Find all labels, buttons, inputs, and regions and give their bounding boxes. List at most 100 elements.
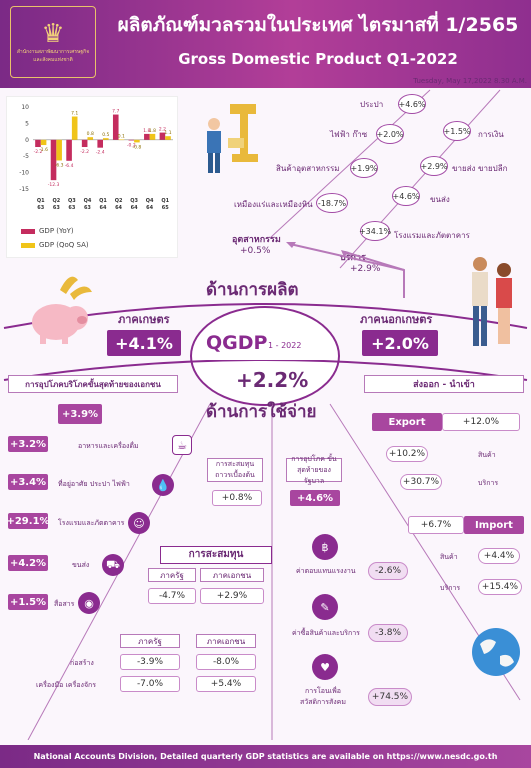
legend-yoy-swatch — [21, 228, 35, 234]
detail-private-label: ภาคเอกชน — [196, 634, 256, 648]
sector-manufacturing-value: +1.9% — [350, 158, 378, 178]
sector-trade-label: ขายส่ง ขายปลีก — [452, 164, 508, 173]
bar-yoy-8 — [159, 132, 166, 140]
gov-compensation-label: ค่าตอบแทนแรงงาน — [296, 567, 356, 575]
private-hotels-label: โรงแรมและภัตตาคาร — [58, 519, 125, 527]
bar-qoq-3 — [87, 137, 94, 140]
sector-water-label: ประปา — [360, 100, 384, 109]
agriculture-label: ภาคเกษตร — [118, 313, 170, 326]
industry-label: อุตสาหกรรม — [232, 235, 281, 245]
bar-qoq-0 — [40, 139, 47, 146]
investment-value: +0.8% — [212, 490, 262, 506]
capital-public-label: ภาครัฐ — [148, 568, 196, 582]
sector-mining-value: -18.7% — [316, 193, 348, 213]
capital-private-label: ภาคเอกชน — [200, 568, 264, 582]
qgdp-circle — [190, 306, 340, 406]
x-tick-top-8: Q1 — [161, 198, 169, 204]
x-tick-bottom-1: 63 — [53, 205, 60, 211]
legend-qoq-label: GDP (QoQ SA) — [39, 241, 89, 249]
import-services-value: +15.4% — [478, 579, 522, 595]
x-tick-bottom-2: 63 — [68, 205, 75, 211]
label-yoy-4: -2.4 — [96, 150, 105, 156]
gov-purchases-label: ค่าซื้อสินค้าและบริการ — [292, 629, 360, 637]
bar-yoy-0 — [35, 139, 41, 148]
label-yoy-0: -2.2 — [34, 149, 43, 155]
construction-label: ก่อสร้าง — [70, 659, 94, 667]
gov-transfers-value: +74.5% — [368, 688, 412, 706]
gdp-chart-svg: 1050-5-10-15-2.2-1.6Q163-12.3-6.3Q263-6.… — [19, 104, 173, 211]
header-banner: ♛ สำนักงานสภาพัฒนาการเศรษฐกิจและสังคมแห่… — [0, 0, 531, 88]
sector-mining-label: เหมืองแร่และเหมืองหิน — [234, 200, 313, 209]
capital-public-value: -4.7% — [148, 588, 196, 604]
title-thai: ผลิตภัณฑ์มวลรวมในประเทศ ไตรมาสที่ 1/2565 — [117, 14, 519, 36]
capital-private-value: +2.9% — [200, 588, 264, 604]
label-qoq-3: 0.8 — [87, 131, 94, 137]
qgdp-value: +2.2% — [236, 368, 309, 392]
x-tick-top-7: Q4 — [146, 198, 154, 204]
y-tick-label-2: 0 — [25, 137, 29, 144]
label-yoy-1: -12.3 — [48, 182, 60, 188]
private-housing-label: ที่อยู่อาศัย ประปา ไฟฟ้า — [58, 480, 130, 488]
gdp-chart: 10 5 0 -5 -10 -15 -2.2 -1.6 Q1 63 -12.3 -6.3 Q2 63 -6.… — [6, 96, 178, 258]
x-tick-top-1: Q2 — [52, 198, 60, 204]
label-yoy-7: 1.8 — [143, 128, 150, 134]
bar-yoy-3 — [81, 139, 88, 148]
bar-qoq-6 — [134, 139, 140, 143]
label-qoq-4: 0.5 — [102, 132, 109, 138]
bar-yoy-4 — [97, 139, 103, 148]
label-qoq-7: 1.8 — [149, 128, 156, 134]
bar-yoy-1 — [50, 139, 57, 181]
machinery-private-value: +5.4% — [196, 676, 256, 692]
export-value: +12.0% — [442, 413, 520, 431]
x-tick-top-6: Q3 — [130, 198, 138, 204]
bar-qoq-4 — [103, 138, 109, 140]
x-tick-bottom-7: 64 — [146, 205, 153, 211]
label-qoq-6: -0.8 — [133, 144, 142, 150]
legend-yoy: GDP (YoY) — [21, 227, 74, 235]
bar-qoq-2 — [71, 116, 78, 140]
bar-qoq-7 — [149, 133, 156, 140]
private-communication-label: สื่อสาร — [54, 600, 75, 608]
non-agriculture-label: ภาคนอกเกษตร — [360, 313, 433, 326]
x-tick-top-4: Q1 — [99, 198, 107, 204]
private-hotels-value: +29.1% — [6, 513, 50, 529]
private-consumption-label: การอุปโภคบริโภคขั้นสุดท้ายของเอกชน — [8, 375, 178, 393]
label-qoq-1: -6.3 — [55, 162, 64, 168]
sector-electricity-value: +2.0% — [376, 124, 404, 144]
export-services-label: บริการ — [478, 479, 499, 487]
import-goods-label: สินค้า — [440, 553, 458, 561]
nesdc-logo: ♛ สำนักงานสภาพัฒนาการเศรษฐกิจและสังคมแห่… — [10, 6, 96, 78]
government-consumption-label: การอุปโภค ขั้นสุดท้ายของรัฐบาล — [286, 455, 342, 485]
y-tick-label-1: 5 — [25, 120, 29, 127]
sector-hotels-label: โรงแรมและภัตตาคาร — [394, 231, 470, 240]
import-value: +6.7% — [408, 516, 464, 534]
qgdp-label: QGDP — [206, 332, 268, 354]
machinery-label: เครื่องมือ เครื่องจักร — [36, 681, 97, 689]
water-drop-icon: 💧 — [152, 474, 174, 496]
legend-qoq: GDP (QoQ SA) — [21, 241, 89, 249]
globe-illustration — [472, 628, 520, 676]
private-housing-value: +3.4% — [8, 474, 48, 490]
factory-worker-illustration — [207, 104, 258, 173]
import-label: Import — [464, 516, 524, 534]
detail-public-label: ภาครัฐ — [120, 634, 180, 648]
y-tick-label-3: -5 — [23, 153, 29, 160]
emblem-icon: ♛ — [41, 19, 65, 49]
legend-qoq-swatch — [21, 242, 35, 248]
wifi-icon: ◉ — [78, 592, 100, 614]
export-goods-label: สินค้า — [478, 451, 496, 459]
export-label: Export — [372, 413, 442, 431]
x-tick-bottom-5: 64 — [115, 205, 122, 211]
private-food-value: +3.2% — [8, 436, 48, 452]
bar-yoy-7 — [144, 133, 150, 140]
sector-water-value: +4.6% — [398, 94, 426, 114]
export-services-value: +30.7% — [400, 474, 442, 490]
y-tick-label-0: 10 — [21, 104, 29, 111]
industry-value: +0.5% — [240, 246, 271, 256]
sector-transport-value: +4.6% — [392, 186, 420, 206]
bar-yoy-6 — [128, 139, 135, 141]
x-tick-bottom-8: 65 — [162, 205, 169, 211]
services-value: +2.9% — [350, 264, 381, 274]
gov-transfers-label: การโอนเพื่อ สวัสดิการสังคม — [300, 687, 346, 706]
